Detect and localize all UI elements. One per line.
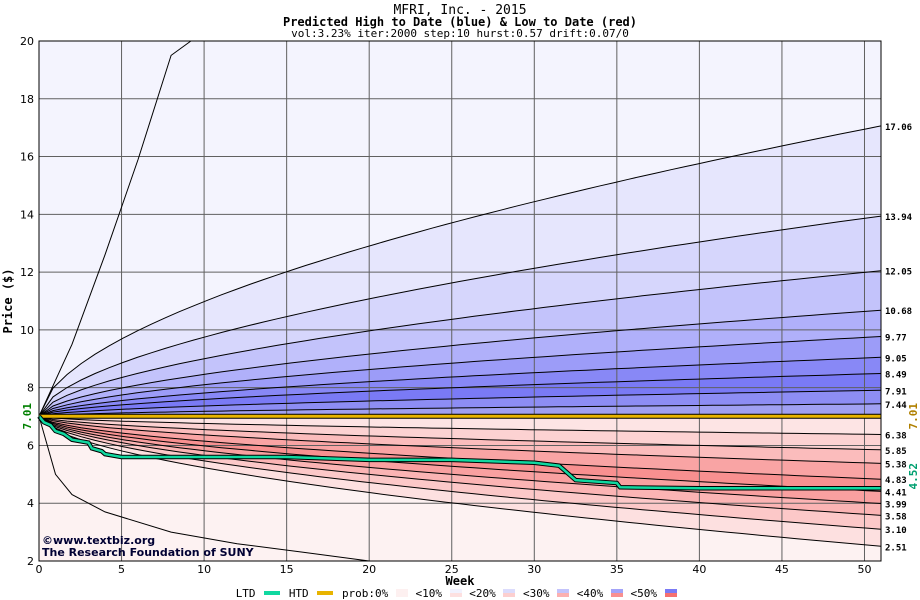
chart-subtitle: Predicted High to Date (blue) & Low to D… [282, 15, 637, 29]
start-price-label-left: 7.01 [21, 403, 34, 430]
y-tick-label-7: 16 [20, 151, 34, 164]
high-envelope-line-1 [38, 215, 882, 417]
envelope-end-label-10: 5.85 [885, 447, 907, 457]
legend-item-3: <40% [576, 586, 604, 600]
envelope-end-label-11: 5.38 [885, 460, 907, 470]
start-price-label-right: 7.01 [907, 403, 920, 430]
x-tick-label-8: 40 [692, 563, 706, 576]
y-axis-label: Price ($) [1, 268, 15, 333]
high-envelope-line-2 [38, 270, 882, 417]
envelope-end-label-8: 7.44 [885, 401, 907, 411]
chart-title: MFRI, Inc. - 2015 [393, 3, 527, 18]
legend-htd-swatch [317, 591, 334, 595]
y-tick-label-2: 6 [27, 439, 34, 452]
legend-item-0: <10% [415, 586, 443, 600]
high-envelope-line-0 [38, 125, 882, 417]
legend-ltd-label: LTD [235, 586, 256, 600]
legend-swatch-4 [610, 589, 623, 597]
x-tick-label-5: 25 [445, 563, 459, 576]
legend-swatch-3 [557, 589, 570, 597]
envelope-end-label-13: 4.41 [885, 488, 907, 498]
x-axis-label: Week [446, 574, 476, 588]
x-tick-label-6: 30 [527, 563, 541, 576]
watermark-url-text: www.textbiz.org [53, 534, 156, 547]
ltd-line [38, 415, 881, 490]
x-tick-label-0: 0 [36, 563, 43, 576]
low-envelope-line-4 [38, 415, 882, 492]
y-tick-label-1: 4 [27, 497, 34, 510]
low-outer-line [38, 416, 370, 562]
legend-htd-label: HTD [288, 586, 309, 600]
y-tick-label-4: 10 [20, 324, 34, 337]
envelope-end-label-1: 13.94 [885, 213, 913, 223]
envelope-end-label-14: 3.99 [885, 501, 907, 511]
legend-swatch-1 [449, 589, 462, 597]
envelope-end-label-15: 3.58 [885, 512, 907, 522]
high-band-8 [39, 403, 881, 417]
x-tick-label-9: 45 [775, 563, 789, 576]
low-envelope-line-5 [38, 415, 882, 504]
y-tick-label-9: 20 [20, 35, 34, 48]
high-envelope-line-5 [38, 356, 882, 417]
legend-item-4: <50% [630, 586, 658, 600]
chart-legend: LTD HTD prob:0% <10% <20% <30% <40% <50% [0, 586, 920, 600]
x-tick-label-1: 5 [118, 563, 125, 576]
high-envelope-line-8 [38, 403, 882, 417]
x-tick-label-10: 50 [857, 563, 871, 576]
low-envelope-line-8 [38, 415, 882, 547]
envelope-end-label-7: 7.91 [885, 387, 907, 397]
low-envelope-line-0 [38, 415, 882, 435]
envelope-end-label-2: 12.05 [885, 268, 912, 278]
watermark-url: ©www.textbiz.org [42, 534, 155, 547]
low-envelope-line-2 [38, 415, 882, 464]
y-tick-label-6: 14 [20, 208, 34, 221]
high-outer-line [38, 40, 192, 417]
envelope-end-label-6: 8.49 [885, 371, 907, 381]
y-tick-label-3: 8 [27, 382, 34, 395]
x-tick-label-4: 20 [362, 563, 376, 576]
ltd-current-label: 4.52 [907, 463, 920, 490]
legend-item-1: <20% [469, 586, 496, 600]
plot-frame [38, 40, 882, 562]
y-tick-label-8: 18 [20, 93, 34, 106]
legend-swatch-0 [395, 589, 408, 597]
watermark-org: The Research Foundation of SUNY [42, 546, 254, 559]
x-tick-label-2: 10 [197, 563, 211, 576]
envelope-end-label-5: 9.05 [885, 354, 907, 364]
low-band-0 [39, 416, 881, 435]
high-envelope-line-7 [38, 389, 882, 417]
envelope-end-label-9: 6.38 [885, 431, 907, 441]
low-envelope-line-6 [38, 415, 882, 516]
legend-ltd-swatch [264, 591, 281, 595]
y-tick-label-5: 12 [20, 266, 34, 279]
legend-swatch-5 [664, 589, 677, 597]
y-tick-label-0: 2 [27, 555, 34, 568]
chart-parameters: vol:3.23% iter:2000 step:10 hurst:0.57 d… [291, 27, 629, 40]
legend-prob-label: prob:0% [341, 586, 389, 600]
x-tick-label-3: 15 [280, 563, 294, 576]
high-envelope-line-6 [38, 373, 882, 417]
x-tick-label-7: 35 [610, 563, 624, 576]
envelope-end-label-4: 9.77 [885, 334, 907, 344]
envelope-end-label-0: 17.06 [885, 123, 912, 133]
envelope-end-label-17: 2.51 [885, 543, 907, 553]
low-envelope-line-1 [38, 415, 882, 451]
high-envelope-line-4 [38, 336, 882, 417]
envelope-end-label-12: 4.83 [885, 476, 907, 486]
envelope-end-label-16: 3.10 [885, 526, 907, 536]
copyright-icon: © [42, 534, 53, 547]
envelope-end-label-3: 10.68 [885, 307, 912, 317]
high-envelope-line-3 [38, 309, 882, 417]
legend-item-2: <30% [523, 586, 550, 600]
legend-swatch-2 [503, 589, 516, 597]
